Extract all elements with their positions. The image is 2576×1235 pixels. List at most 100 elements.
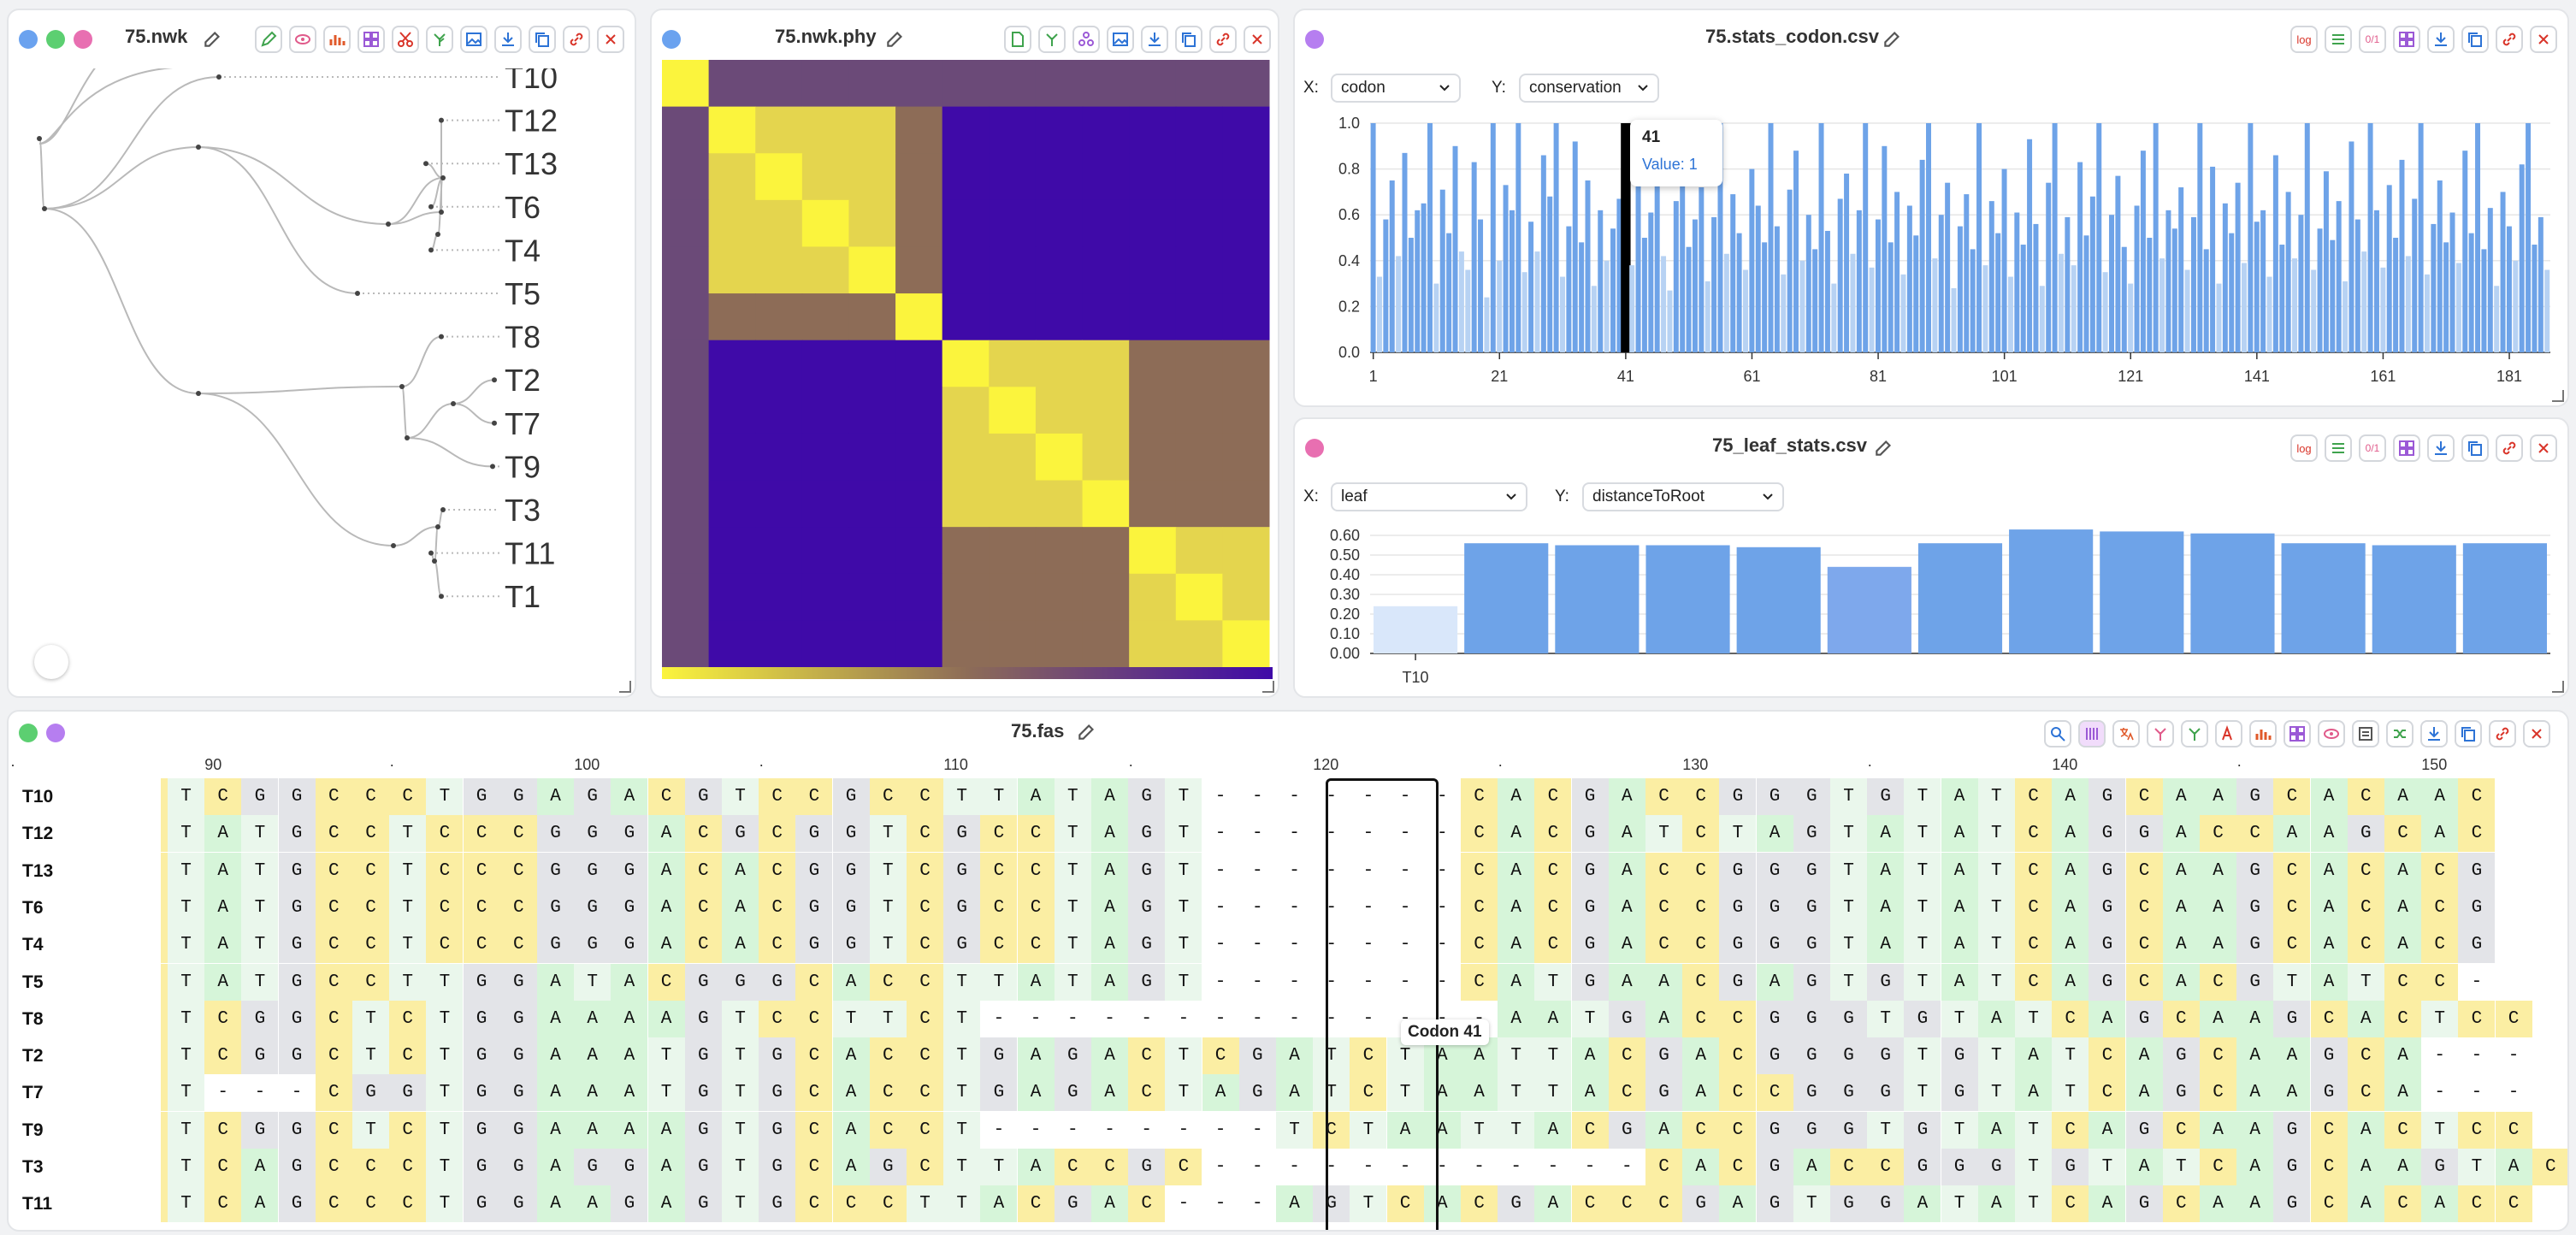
nucleotide-cell[interactable]: C xyxy=(2125,778,2163,815)
nucleotide-cell[interactable]: T xyxy=(168,1149,204,1185)
heatmap-cell[interactable] xyxy=(895,480,943,528)
nucleotide-cell[interactable]: G xyxy=(1904,1000,1941,1037)
alignment-row[interactable]: T7 T - - - C G G T G G A A A T G T G C A C C T G A G A C T A G A T C T A A T T… xyxy=(9,1074,2567,1112)
nucleotide-cell[interactable]: G xyxy=(463,1074,500,1112)
heatmap-cell[interactable] xyxy=(848,527,896,575)
heatmap-cell[interactable] xyxy=(1222,387,1270,434)
nucleotide-cell[interactable]: G xyxy=(869,1149,907,1185)
heatmap-cell[interactable] xyxy=(801,293,849,341)
codon-bar[interactable] xyxy=(2349,141,2354,352)
nucleotide-cell[interactable]: T xyxy=(869,889,907,926)
nucleotide-cell[interactable]: A xyxy=(2310,852,2348,889)
codon-bar[interactable] xyxy=(2083,235,2089,352)
grid-icon[interactable] xyxy=(2284,720,2311,748)
nucleotide-cell[interactable]: - xyxy=(1066,1008,1078,1029)
nucleotide-cell[interactable]: A xyxy=(1608,963,1645,1001)
nucleotide-cell[interactable]: C xyxy=(2125,963,2163,1001)
nucleotide-cell[interactable]: T xyxy=(426,1185,464,1223)
nucleotide-cell[interactable]: C xyxy=(1608,1037,1645,1075)
codon-bar[interactable] xyxy=(2513,260,2519,352)
grid-icon[interactable] xyxy=(2393,434,2420,462)
codon-bar[interactable] xyxy=(1730,194,1736,352)
nucleotide-cell[interactable]: C xyxy=(1719,1111,1757,1149)
codon-bar[interactable] xyxy=(2210,166,2216,352)
nucleotide-cell[interactable]: A xyxy=(2495,1149,2532,1185)
nucleotide-cell[interactable]: G xyxy=(463,1037,500,1075)
nucleotide-cell[interactable]: - xyxy=(1289,972,1300,992)
nucleotide-cell[interactable]: A xyxy=(2310,778,2348,815)
nucleotide-cell[interactable]: T xyxy=(869,926,907,964)
codon-bar[interactable] xyxy=(2014,212,2020,352)
nucleotide-cell[interactable]: G xyxy=(2273,1149,2311,1185)
nucleotide-cell[interactable]: A xyxy=(537,1111,574,1149)
nucleotide-cell[interactable]: G xyxy=(1941,1149,1978,1185)
codon-bar[interactable] xyxy=(2046,182,2052,352)
nucleotide-cell[interactable]: G xyxy=(1793,778,1830,815)
nucleotide-cell[interactable]: C xyxy=(389,1037,427,1075)
heatmap-cell[interactable] xyxy=(848,340,896,387)
codon-bar[interactable] xyxy=(2481,249,2487,352)
nucleotide-cell[interactable]: C xyxy=(2125,926,2163,964)
nucleotide-cell[interactable]: G xyxy=(278,1000,316,1037)
nucleotide-cell[interactable]: C xyxy=(1534,852,1572,889)
heatmap-cell[interactable] xyxy=(1035,293,1084,341)
shuffle-icon[interactable] xyxy=(2386,720,2414,748)
codon-bar[interactable] xyxy=(1654,162,1660,352)
heatmap-cell[interactable] xyxy=(801,246,849,294)
codon-bar[interactable] xyxy=(1863,123,1869,352)
nucleotide-cell[interactable]: T xyxy=(722,1149,759,1185)
nucleotide-cell[interactable]: C xyxy=(1719,1074,1757,1112)
nucleotide-cell[interactable]: G xyxy=(2273,1111,2311,1149)
nucleotide-cell[interactable]: C xyxy=(1017,926,1055,964)
nucleotide-cell[interactable]: T xyxy=(722,1185,759,1223)
codon-bar[interactable] xyxy=(2077,162,2083,352)
nucleotide-cell[interactable]: G xyxy=(1756,1037,1793,1075)
tree-leaf-label[interactable]: T2 xyxy=(505,363,541,398)
heatmap-cell[interactable] xyxy=(989,527,1037,575)
nucleotide-cell[interactable]: C xyxy=(907,926,943,964)
nucleotide-cell[interactable]: C xyxy=(1682,1111,1720,1149)
nucleotide-cell[interactable]: A xyxy=(2200,1111,2236,1149)
nucleotide-cell[interactable]: G xyxy=(1867,1185,1905,1223)
nucleotide-cell[interactable]: A xyxy=(2384,852,2421,889)
nucleotide-cell[interactable]: C xyxy=(2347,778,2384,815)
nucleotide-cell[interactable]: - xyxy=(1326,787,1337,807)
nucleotide-cell[interactable]: C xyxy=(2052,1185,2089,1223)
codon-bar[interactable] xyxy=(1982,265,1988,352)
heatmap-cell[interactable] xyxy=(1082,433,1130,482)
nucleotide-cell[interactable]: G xyxy=(611,852,648,889)
nucleotide-cell[interactable]: A xyxy=(2310,815,2348,853)
sprout-icon[interactable] xyxy=(2181,720,2208,748)
codon-bar[interactable] xyxy=(1888,242,1894,352)
nucleotide-cell[interactable]: - xyxy=(1141,1120,1152,1140)
codon-bar[interactable] xyxy=(2222,203,2228,352)
nucleotide-cell[interactable]: A xyxy=(1941,778,1978,815)
nucleotide-cell[interactable]: C xyxy=(1128,1074,1166,1112)
nucleotide-cell[interactable]: - xyxy=(1214,1120,1226,1140)
heatmap-cell[interactable] xyxy=(662,153,710,201)
nucleotide-cell[interactable]: A xyxy=(1091,852,1128,889)
nucleotide-cell[interactable]: C xyxy=(1645,889,1682,926)
codon-bar[interactable] xyxy=(2027,139,2033,352)
tree-leaf-label[interactable]: T1 xyxy=(505,579,541,614)
nucleotide-cell[interactable]: A xyxy=(647,1000,685,1037)
nucleotide-cell[interactable]: T xyxy=(389,926,427,964)
codon-bar[interactable] xyxy=(2190,216,2196,352)
nucleotide-cell[interactable]: - xyxy=(1214,824,1226,844)
nucleotide-cell[interactable]: C xyxy=(2421,852,2459,889)
nucleotide-cell[interactable]: G xyxy=(574,926,612,964)
codon-bar[interactable] xyxy=(1938,215,1944,352)
nucleotide-cell[interactable]: - xyxy=(1251,860,1263,881)
nucleotide-cell[interactable]: - xyxy=(1214,1194,1226,1214)
nucleotide-cell[interactable]: - xyxy=(1251,824,1263,844)
nucleotide-cell[interactable]: G xyxy=(499,1037,537,1075)
normalize-button[interactable]: 0/1 xyxy=(2359,434,2386,462)
nucleotide-cell[interactable]: C xyxy=(2052,1000,2089,1037)
nucleotide-cell[interactable]: A xyxy=(241,1149,279,1185)
codon-bar[interactable] xyxy=(2235,182,2241,352)
heatmap-cell[interactable] xyxy=(942,527,990,575)
nucleotide-cell[interactable]: C xyxy=(1645,852,1682,889)
nucleotide-cell[interactable]: - xyxy=(1178,1008,1190,1029)
nucleotide-cell[interactable]: A xyxy=(2384,889,2421,926)
nucleotide-cell[interactable]: T xyxy=(426,1037,464,1075)
